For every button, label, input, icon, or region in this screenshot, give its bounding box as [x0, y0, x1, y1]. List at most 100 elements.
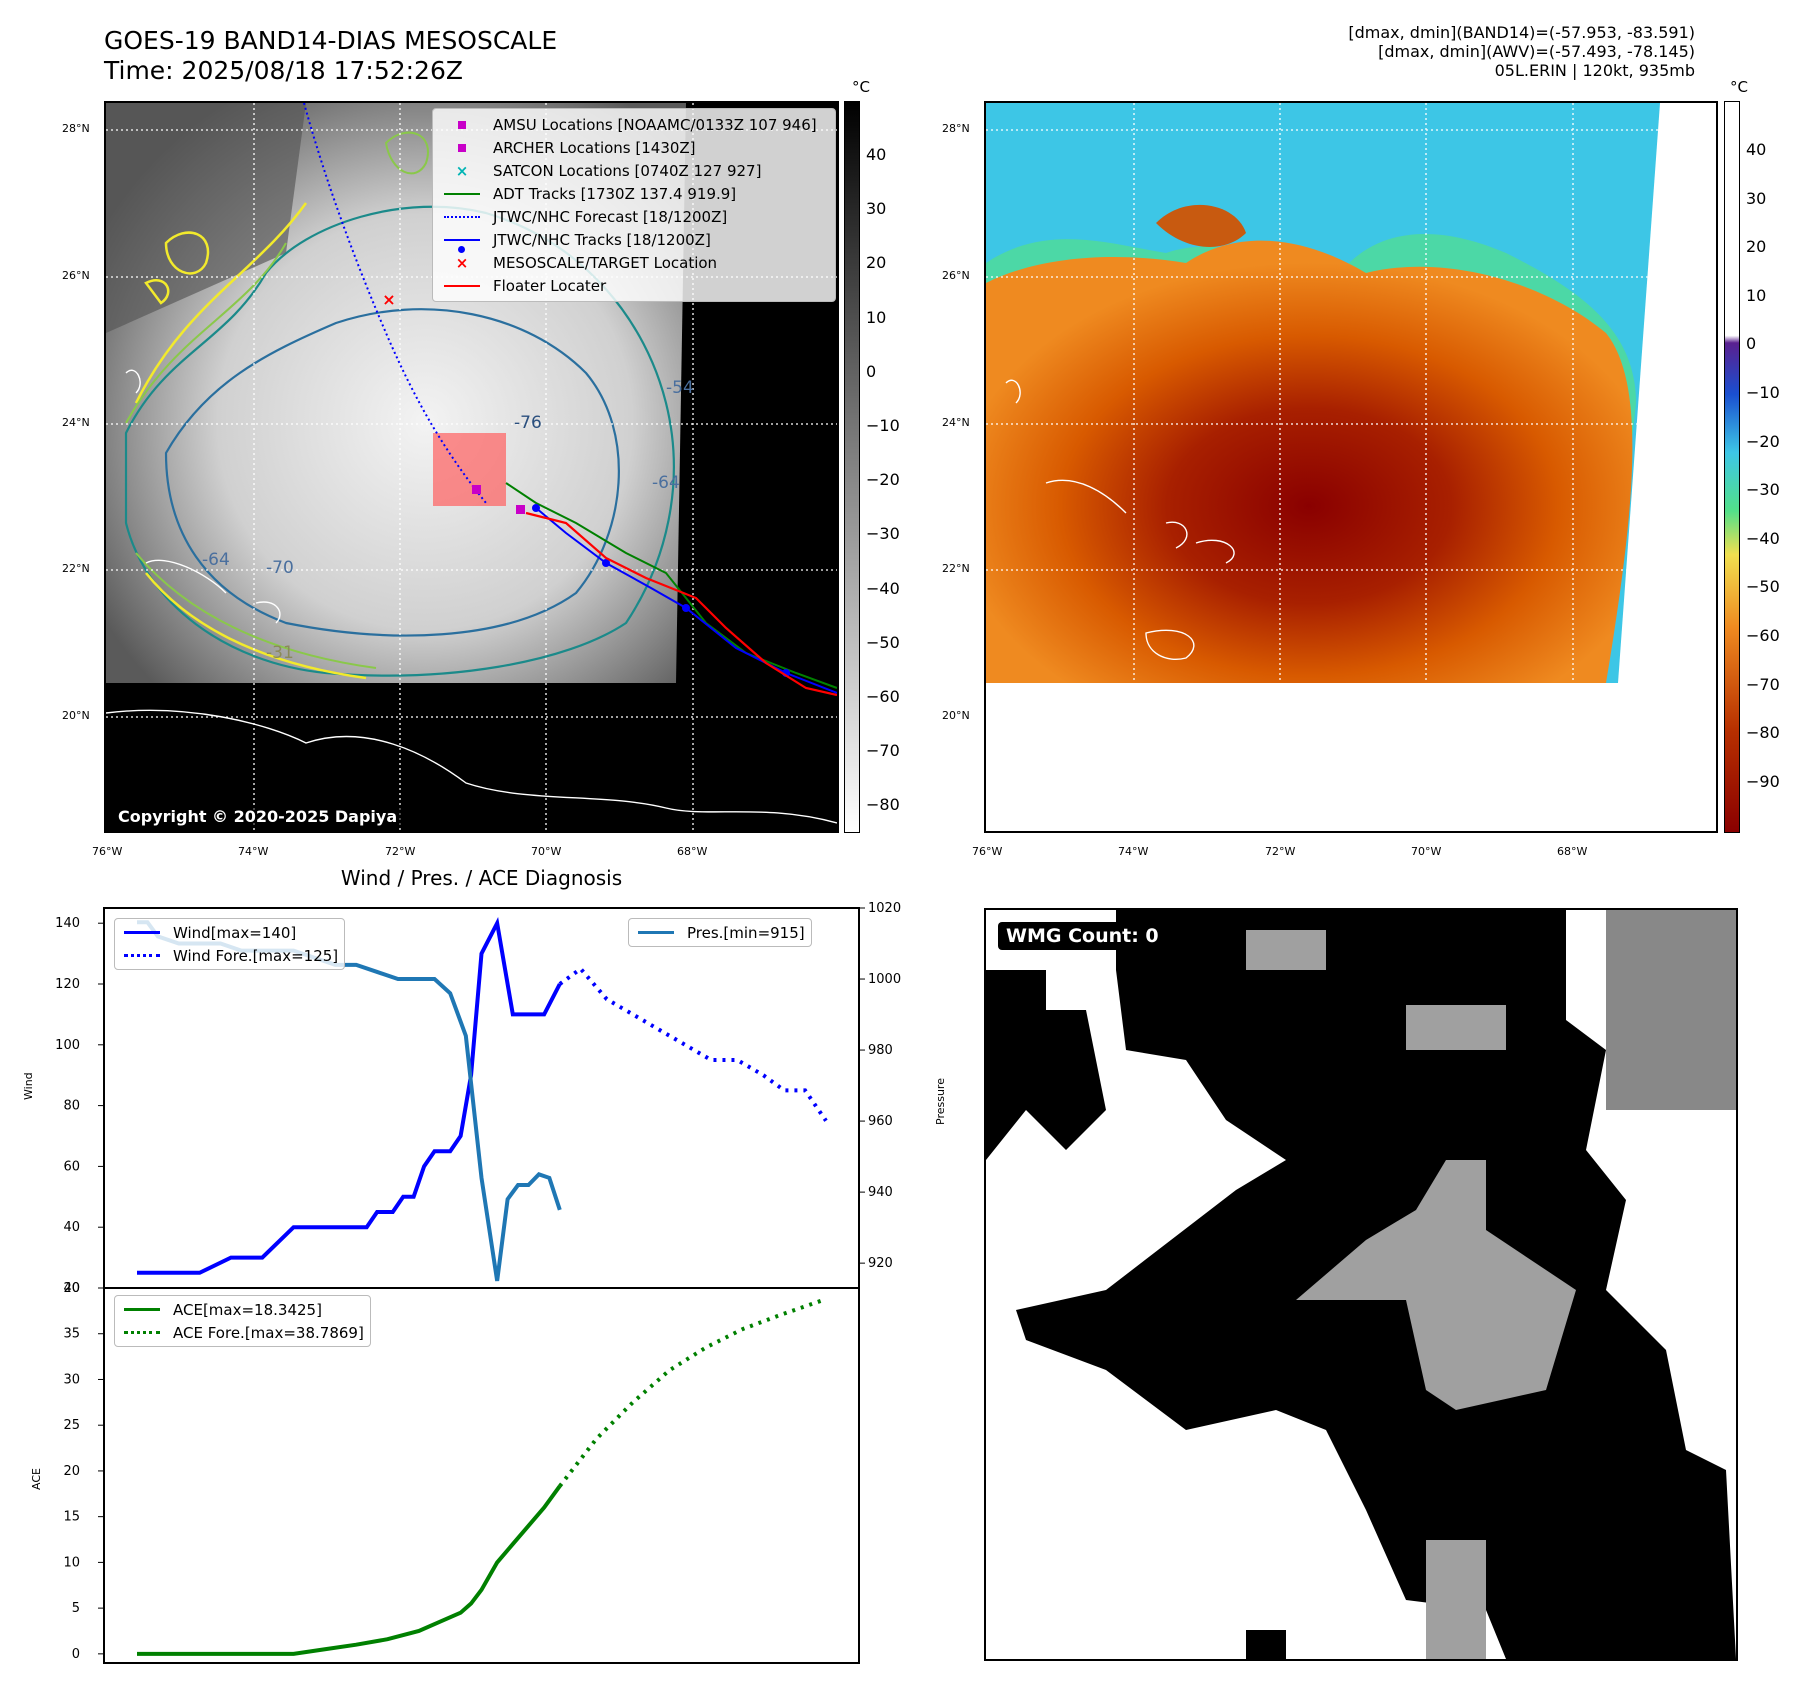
colorbar-tick: −80 [866, 795, 900, 815]
contour-label-5: -70 [266, 558, 294, 578]
target-x-icon: × [382, 290, 395, 309]
figure-right-title: [dmax, dmin](BAND14)=(-57.953, -83.591) … [1348, 23, 1695, 80]
wind-tick-label: 120 [55, 977, 80, 992]
axis-ticks: 1401201008060402010201000980960940920403… [55, 901, 901, 1662]
ace-series-layer [137, 1297, 827, 1656]
floater-box [433, 433, 506, 506]
colorbar-tick: −60 [1746, 626, 1780, 645]
awv-lat-tick-22: 22°N [942, 562, 970, 575]
colorbar-tick: −90 [1746, 771, 1780, 791]
colorbar-tick: 20 [1746, 237, 1767, 257]
awv-lat-tick-28: 28°N [942, 122, 970, 135]
line-icon [441, 284, 483, 287]
series-line-0 [137, 916, 562, 1275]
colorbar-tick: 40 [1746, 140, 1767, 159]
pressure-tick-label: 960 [868, 1114, 893, 1129]
colorbar-tick: −20 [866, 470, 900, 490]
ace-axes [103, 1287, 860, 1664]
awv-color-map-svg [986, 103, 1716, 683]
legend-wind-forecast: Wind Fore.[max=125] [121, 944, 338, 967]
square-icon [441, 120, 483, 129]
contour-label-1: -76 [514, 413, 542, 433]
copyright: Copyright © 2020-2025 Dapiya [114, 806, 402, 827]
wind-tick-label: 40 [63, 1220, 80, 1235]
contour-label-2: -64 [202, 550, 230, 570]
ace-tick-label: 25 [63, 1418, 80, 1433]
colorbar-tick: 20 [866, 253, 887, 273]
awv-map-grid [986, 103, 1716, 683]
legend-wind: Wind[max=140] [121, 921, 338, 944]
lon-tick-72: 72°W [385, 845, 416, 858]
legend-archer: ARCHER Locations [1430Z] [441, 136, 827, 159]
legend-nhc: JTWC/NHC Tracks [18/1200Z] [441, 228, 827, 253]
x-icon: × [455, 161, 469, 180]
wmg-map: WMG Count: 0 [984, 908, 1738, 1661]
pressure-tick-label: 980 [868, 1043, 893, 1058]
legend-satcon: × SATCON Locations [0740Z 127 927] [441, 159, 827, 182]
colorbar-tick: 0 [866, 361, 877, 381]
floater-track [525, 511, 837, 697]
wmg-dark-gray-region [1606, 910, 1736, 1110]
diagnosis-chart: 1401201008060402010201000980960940920403… [55, 901, 901, 1664]
ace-legend: ACE[max=18.3425] ACE Fore.[max=38.7869] [114, 1295, 371, 1347]
ace-tick-label: 0 [72, 1647, 80, 1662]
line-icon [121, 931, 163, 934]
map-legend: AMSU Locations [NOAAMC/0133Z 107 946] AR… [432, 108, 836, 302]
chart-title: Wind / Pres. / ACE Diagnosis [340, 866, 623, 890]
legend-adt: ADT Tracks [1730Z 137.4 919.9] [441, 182, 827, 205]
wmg-gray-region [1296, 1160, 1576, 1410]
colorbar-gray [844, 101, 860, 833]
ylabel-pressure: Pressure [934, 1078, 947, 1125]
pressure-tick-label: 1020 [868, 901, 901, 916]
colorbar-tick: −10 [866, 416, 900, 435]
colorbar-tick: −60 [866, 687, 900, 706]
ace-tick-label: 20 [63, 1464, 80, 1479]
awv-lon-tick-68: 68°W [1557, 845, 1588, 858]
pressure-tick-label: 940 [868, 1185, 893, 1200]
colorbar-tick: 30 [1746, 188, 1767, 208]
line-icon [441, 192, 483, 195]
lon-tick-74: 74°W [238, 845, 269, 858]
ylabel-ace: ACE [30, 1468, 43, 1490]
wind-legend: Wind[max=140] Wind Fore.[max=125] [114, 918, 346, 970]
awv-lat-tick-26: 26°N [942, 269, 970, 282]
line-dot-icon [441, 238, 483, 253]
legend-ace-forecast: ACE Fore.[max=38.7869] [121, 1321, 364, 1344]
series-line-1 [558, 966, 828, 1122]
title-line2: Time: 2025/08/18 17:52:26Z [104, 56, 463, 85]
dotted-line-icon [121, 1331, 163, 1334]
ace-tick-label: 5 [72, 1601, 80, 1616]
right-line2: [dmax, dmin](AWV)=(-57.493, -78.145) [1378, 42, 1695, 61]
amsu-marker [516, 505, 525, 514]
figure-title: GOES-19 BAND14-DIAS MESOSCALE Time: 2025… [104, 26, 557, 86]
wind-tick-label: 60 [63, 1159, 80, 1174]
colorbar-tick: −70 [1746, 674, 1780, 694]
awv-lon-tick-72: 72°W [1265, 845, 1296, 858]
dotted-line-icon [441, 215, 483, 218]
x-icon: × [455, 253, 469, 272]
line-icon [121, 1308, 163, 1311]
colorbar-color-unit: °C [1730, 78, 1748, 96]
contour-label-3: -64 [652, 473, 680, 493]
line-icon [635, 931, 677, 934]
colorbar-tick: 30 [866, 199, 887, 219]
right-line1: [dmax, dmin](BAND14)=(-57.953, -83.591) [1348, 23, 1695, 42]
archer-marker [472, 485, 481, 494]
lat-tick-28: 28°N [62, 122, 90, 135]
pressure-legend: Pres.[min=915] [628, 918, 812, 947]
contour-label-4: -54 [666, 378, 694, 398]
wind-tick-label: 20 [63, 1281, 80, 1296]
contour-label-6: -31 [266, 643, 294, 663]
lon-tick-76: 76°W [92, 845, 123, 858]
colorbar-tick: −30 [1746, 480, 1780, 500]
awv-lat-tick-20: 20°N [942, 709, 970, 722]
awv-lat-tick-24: 24°N [942, 416, 970, 429]
colorbar-tick: −10 [1746, 383, 1780, 402]
wmg-map-svg [986, 910, 1736, 1659]
pressure-tick-label: 1000 [868, 972, 901, 987]
wind-tick-label: 100 [55, 1038, 80, 1053]
colorbar-tick: −50 [1746, 577, 1780, 597]
lat-tick-22: 22°N [62, 562, 90, 575]
awv-lon-tick-70: 70°W [1411, 845, 1442, 858]
ace-tick-label: 30 [63, 1372, 80, 1387]
